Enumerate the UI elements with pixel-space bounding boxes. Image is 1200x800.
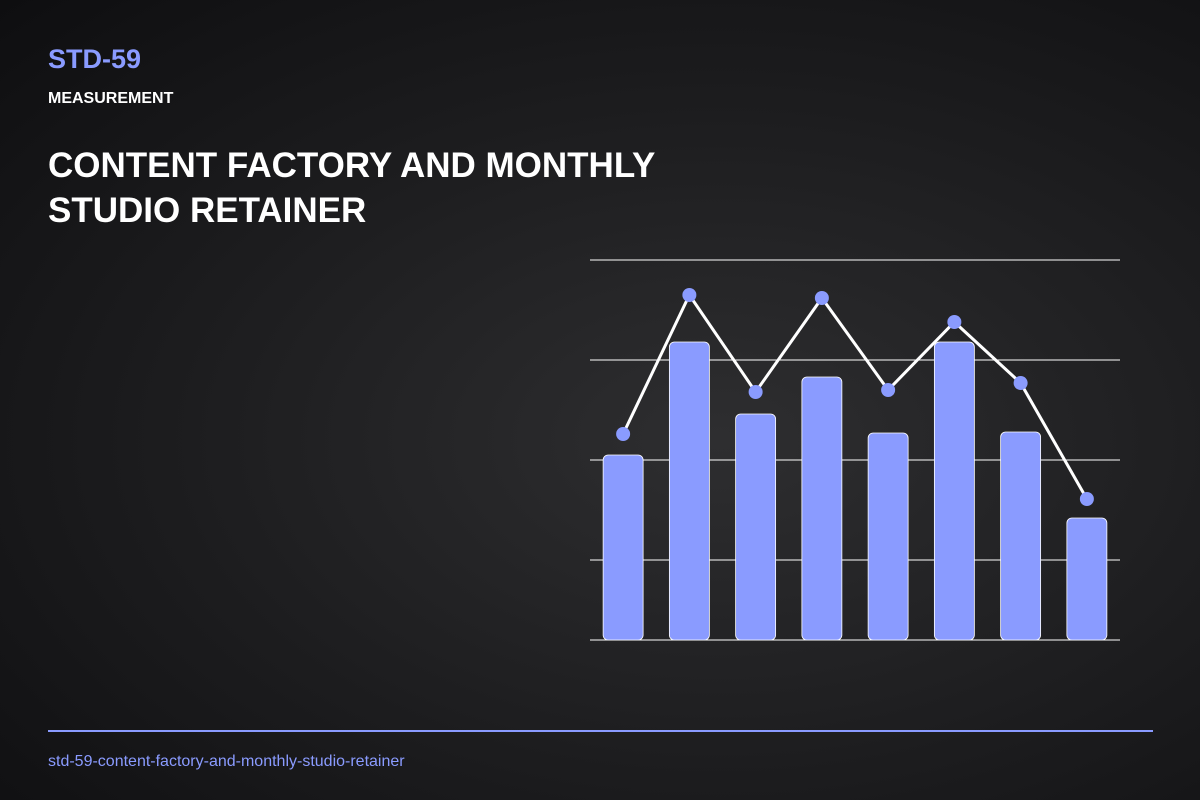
point bbox=[616, 427, 631, 441]
chart bbox=[602, 288, 1108, 641]
title: CONTENT FACTORY AND MONTHLY STUDIO RETAI… bbox=[48, 146, 655, 230]
code: STD-59 bbox=[48, 44, 142, 74]
point bbox=[1079, 492, 1094, 506]
point bbox=[947, 315, 962, 329]
point bbox=[881, 383, 896, 397]
bar bbox=[933, 341, 975, 641]
bar bbox=[1000, 431, 1042, 641]
point bbox=[682, 288, 697, 302]
point bbox=[748, 385, 763, 399]
bar bbox=[867, 432, 909, 641]
bar bbox=[1066, 517, 1108, 641]
bar bbox=[735, 413, 777, 641]
point bbox=[1013, 376, 1028, 390]
bar bbox=[801, 376, 843, 641]
label: MEASUREMENT bbox=[48, 90, 174, 107]
slug: std-59-content-factory-and-monthly-studi… bbox=[48, 753, 405, 770]
line bbox=[621, 292, 1089, 500]
bar bbox=[602, 454, 644, 641]
point bbox=[814, 291, 829, 305]
divider bbox=[48, 730, 1153, 732]
bar bbox=[668, 341, 710, 641]
